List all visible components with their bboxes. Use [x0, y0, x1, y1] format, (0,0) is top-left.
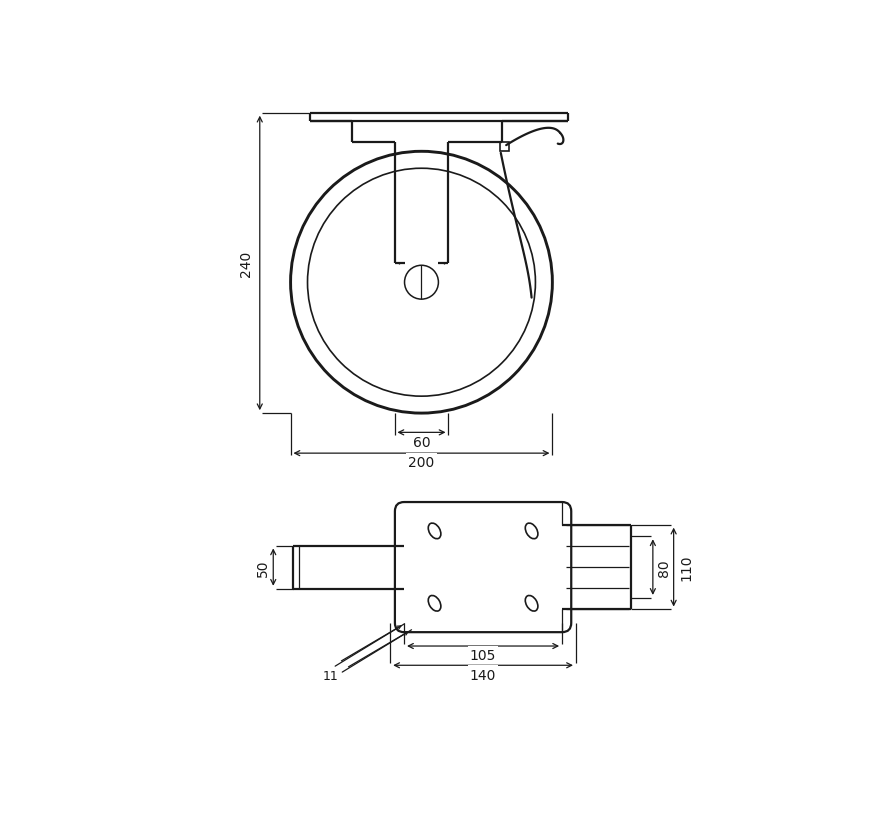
Text: 110: 110 — [679, 554, 693, 581]
Bar — [500, 143, 509, 152]
Text: 80: 80 — [657, 559, 671, 577]
Text: 140: 140 — [470, 667, 497, 681]
Text: 200: 200 — [409, 456, 434, 470]
Text: 60: 60 — [413, 435, 430, 449]
Text: 105: 105 — [470, 649, 497, 663]
Text: 11: 11 — [323, 669, 339, 682]
Text: 240: 240 — [239, 251, 253, 277]
Text: 50: 50 — [255, 559, 270, 576]
